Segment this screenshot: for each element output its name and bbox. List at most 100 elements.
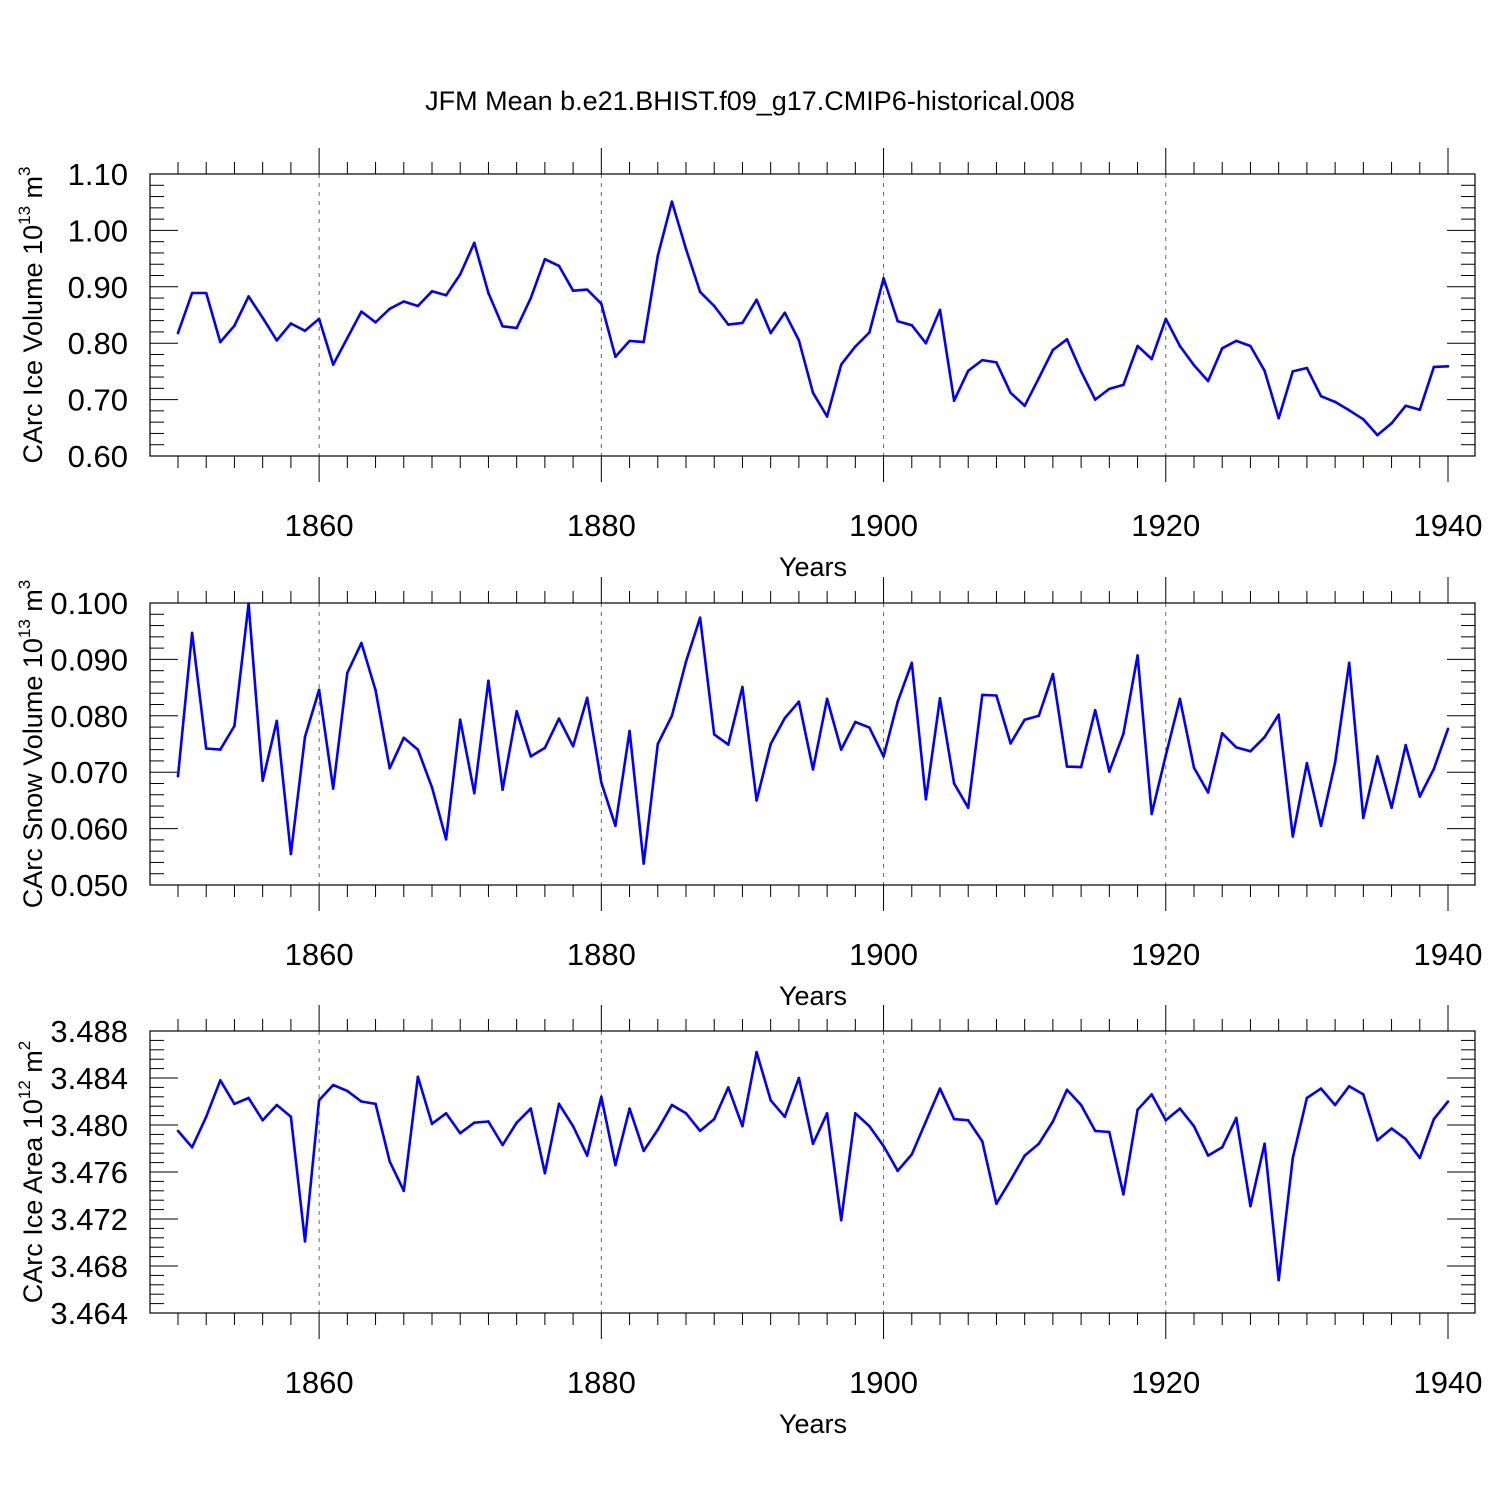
- data-point: [1206, 1154, 1210, 1157]
- y-tick-label: 3.468: [50, 1249, 128, 1284]
- data-point: [1178, 697, 1182, 701]
- data-point: [219, 748, 222, 751]
- data-point: [839, 1218, 843, 1222]
- data-point: [924, 1120, 928, 1123]
- y-tick-label: 0.050: [50, 868, 128, 903]
- data-point: [416, 748, 420, 751]
- data-point: [882, 755, 885, 758]
- x-tick-label: 1880: [567, 508, 636, 543]
- data-point: [388, 307, 391, 311]
- data-point: [346, 336, 349, 340]
- data-point: [317, 688, 321, 692]
- data-point: [783, 311, 787, 315]
- data-point: [402, 736, 406, 740]
- data-point: [938, 308, 942, 312]
- data-point: [896, 1169, 899, 1173]
- data-point: [1263, 1142, 1266, 1146]
- data-point: [1333, 761, 1337, 764]
- data-point: [1347, 661, 1351, 665]
- data-point: [839, 748, 843, 751]
- data-point: [952, 1117, 956, 1121]
- data-point: [247, 602, 250, 605]
- data-point: [501, 1143, 504, 1147]
- data-point: [416, 1075, 420, 1079]
- data-point: [628, 1107, 631, 1110]
- data-point: [952, 782, 956, 785]
- data-point: [1291, 835, 1295, 838]
- data-point: [289, 852, 293, 856]
- y-tick-label: 0.070: [50, 755, 128, 790]
- x-tick-label: 1940: [1414, 508, 1483, 543]
- y-tick-label: 1.00: [68, 213, 128, 248]
- y-tick-label: 0.70: [68, 383, 128, 418]
- data-point: [388, 1160, 391, 1163]
- data-point: [1319, 1087, 1323, 1090]
- data-point: [1136, 1108, 1139, 1112]
- data-point: [966, 806, 970, 810]
- data-point: [656, 254, 660, 258]
- data-point: [275, 719, 279, 723]
- data-point: [1206, 791, 1210, 794]
- data-point: [966, 369, 970, 373]
- y-tick-label: 1.10: [68, 157, 128, 192]
- y-tick-label: 3.480: [50, 1108, 128, 1143]
- data-point: [1023, 718, 1026, 722]
- data-point: [628, 339, 631, 343]
- data-point: [995, 361, 998, 364]
- data-point: [331, 1083, 335, 1087]
- data-point: [416, 304, 420, 308]
- data-point: [1079, 765, 1083, 769]
- data-point: [501, 324, 504, 328]
- data-point: [571, 289, 575, 293]
- panel-1: 0.60 0.70 0.80 0.90 1.00 1.10 1860 1880 1900 1920…: [15, 148, 1482, 582]
- data-point: [529, 755, 533, 758]
- data-point: [825, 697, 829, 701]
- data-point: [1093, 1129, 1097, 1133]
- data-point: [374, 321, 377, 324]
- data-point: [727, 743, 730, 746]
- data-point: [811, 768, 815, 771]
- x-axis-label: Years: [779, 981, 847, 1011]
- data-point: [868, 331, 871, 334]
- y-tick-label: 0.100: [50, 586, 128, 621]
- data-point: [614, 824, 617, 828]
- data-point: [1446, 1100, 1450, 1103]
- y-tick-label: 0.060: [50, 812, 128, 847]
- data-point: [487, 679, 490, 683]
- data-point: [303, 329, 307, 333]
- data-point: [360, 1100, 363, 1103]
- panel-2: 0.050 0.060 0.070 0.080 0.090 0.100 1860 1880 19…: [15, 577, 1482, 1011]
- data-point: [1037, 376, 1041, 380]
- y-tick-label: 0.60: [68, 439, 128, 474]
- data-point: [783, 1115, 787, 1119]
- data-point: [1235, 339, 1238, 343]
- data-point: [176, 774, 180, 778]
- series-line: [176, 602, 1450, 865]
- data-point: [1220, 731, 1224, 735]
- panels-group: 0.60 0.70 0.80 0.90 1.00 1.10 1860 1880 1900 1920…: [15, 148, 1482, 1439]
- data-point: [233, 324, 236, 328]
- data-point: [1108, 770, 1111, 773]
- data-point: [1178, 344, 1182, 348]
- data-point: [585, 1154, 589, 1157]
- data-point: [1263, 369, 1266, 373]
- y-axis-label: CArc Snow Volume 1013 m3: [15, 580, 48, 909]
- series-line: [176, 200, 1449, 437]
- data-point: [1235, 746, 1238, 749]
- data-point: [727, 323, 730, 326]
- y-tick-label: 3.464: [50, 1296, 128, 1331]
- data-point: [1432, 365, 1436, 369]
- data-point: [1079, 1103, 1083, 1107]
- data-point: [1347, 1084, 1351, 1088]
- y-tick-label: 0.090: [50, 642, 128, 677]
- panel-3: 3.464 3.468 3.472 3.476 3.480 3.484 3.488 1860 1…: [15, 1005, 1482, 1439]
- data-point: [1051, 672, 1055, 676]
- data-point: [981, 693, 984, 697]
- data-point: [289, 1115, 293, 1119]
- data-point: [600, 302, 603, 306]
- data-point: [868, 1124, 871, 1128]
- data-point: [1093, 708, 1097, 712]
- data-point: [1192, 1124, 1196, 1128]
- y-axis-label: CArc Ice Volume 1013 m3: [15, 166, 48, 463]
